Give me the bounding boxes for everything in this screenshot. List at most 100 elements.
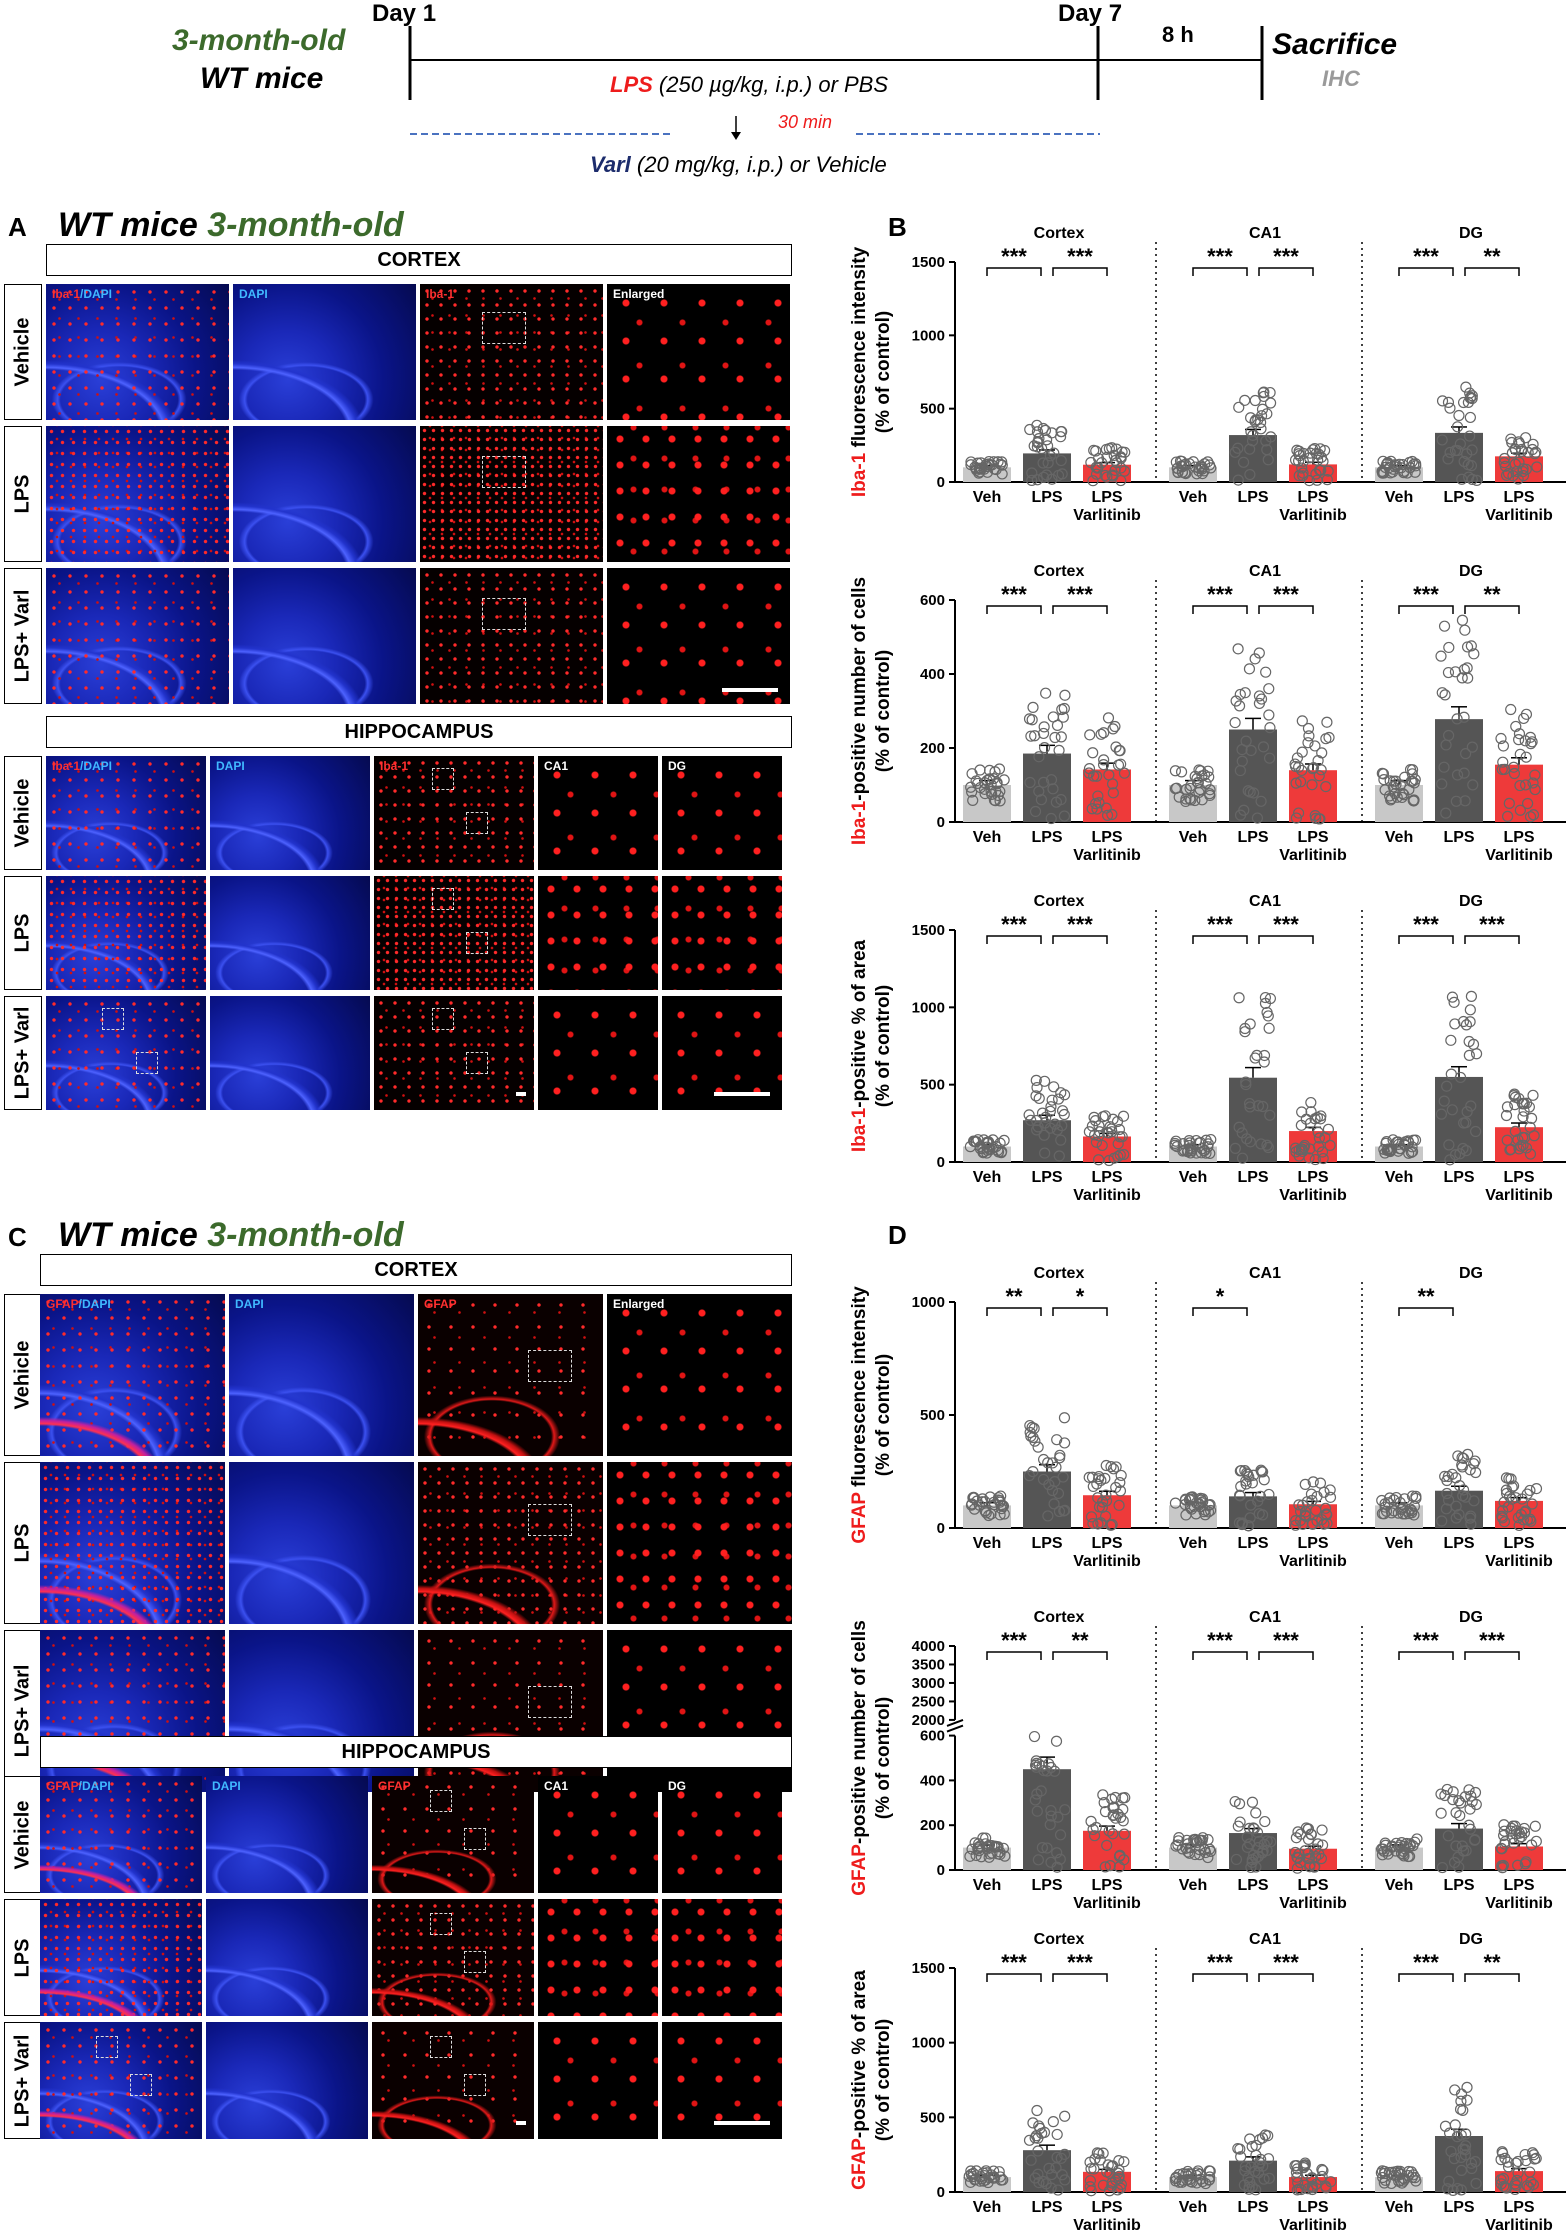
data-point bbox=[1099, 1861, 1111, 1873]
data-point bbox=[1376, 1494, 1388, 1507]
x-tick-label: Veh bbox=[1179, 489, 1207, 506]
data-point bbox=[1391, 791, 1403, 803]
data-point bbox=[1291, 2171, 1303, 2183]
data-point bbox=[1407, 1134, 1419, 1146]
data-point bbox=[1527, 1089, 1539, 1101]
data-point bbox=[1112, 1151, 1124, 1163]
data-point bbox=[1113, 2155, 1125, 2167]
data-point bbox=[1051, 1861, 1063, 1873]
data-point bbox=[1254, 2133, 1266, 2146]
data-point bbox=[1037, 422, 1049, 435]
x-tick-label: Varlitinib bbox=[1073, 847, 1141, 864]
data-point bbox=[1091, 1478, 1103, 1490]
data-point bbox=[1234, 764, 1246, 777]
y-axis-label: GFAP-positive number of cells bbox=[849, 1620, 870, 1896]
data-point bbox=[1245, 744, 1257, 757]
hippocampus-image: GFAP/DAPI bbox=[40, 1776, 202, 1893]
data-point bbox=[1252, 414, 1264, 426]
data-point bbox=[1056, 468, 1068, 480]
data-point bbox=[1246, 435, 1259, 447]
data-point bbox=[1247, 787, 1260, 799]
data-point bbox=[1190, 2169, 1203, 2182]
data-point bbox=[1105, 1123, 1118, 1135]
data-point bbox=[1059, 2174, 1071, 2186]
data-point bbox=[1515, 1140, 1527, 1152]
data-point bbox=[1202, 1141, 1214, 1153]
data-point bbox=[1292, 2176, 1304, 2189]
data-point bbox=[1193, 786, 1205, 799]
data-point bbox=[1314, 1477, 1327, 1489]
significance-label: *** bbox=[1001, 1950, 1027, 1975]
significance-bracket bbox=[986, 605, 1042, 614]
data-point bbox=[1304, 447, 1316, 459]
x-tick-label: Veh bbox=[1179, 1169, 1207, 1186]
row-label-lps-varl: LPS+ Varl bbox=[4, 568, 42, 704]
significance-label: *** bbox=[1001, 1628, 1027, 1653]
data-point bbox=[1026, 474, 1038, 486]
data-point bbox=[1055, 731, 1067, 743]
data-point bbox=[1234, 1490, 1246, 1502]
data-point bbox=[1439, 1470, 1451, 1482]
y-tick-label: 1500 bbox=[912, 922, 945, 939]
data-point bbox=[1032, 2145, 1044, 2157]
significance-bracket bbox=[1464, 1651, 1520, 1660]
y-axis-label: Iba-1-positive number of cells bbox=[849, 577, 870, 845]
scale-bar bbox=[722, 688, 778, 692]
data-point bbox=[1179, 467, 1191, 479]
image-channel-label: Iba-1/DAPI bbox=[52, 287, 113, 301]
data-point bbox=[1527, 438, 1539, 450]
data-point bbox=[1441, 1783, 1453, 1796]
y-axis-sublabel: (% of control) bbox=[873, 2019, 894, 2141]
x-tick-label: Varlitinib bbox=[1073, 2217, 1141, 2234]
data-point bbox=[1295, 2183, 1307, 2196]
data-point bbox=[1453, 1508, 1465, 1521]
hippocampus-image: Iba-1 bbox=[374, 756, 534, 870]
data-point bbox=[1289, 1519, 1302, 1531]
data-point bbox=[1048, 447, 1060, 459]
data-point bbox=[1499, 460, 1511, 472]
data-point bbox=[1459, 624, 1471, 636]
data-point bbox=[994, 1509, 1006, 1521]
y-tick-label: 1500 bbox=[912, 254, 945, 271]
x-tick-label: LPS bbox=[1503, 829, 1534, 846]
data-point bbox=[1398, 465, 1410, 477]
hippocampus-image: CA1 bbox=[538, 756, 658, 870]
data-point bbox=[1498, 1516, 1511, 1528]
data-point bbox=[1307, 1476, 1319, 1488]
data-point bbox=[1302, 737, 1314, 749]
data-point bbox=[983, 2171, 995, 2184]
data-point bbox=[1436, 1861, 1448, 1874]
significance-label: *** bbox=[1207, 1628, 1233, 1653]
data-point bbox=[1095, 728, 1107, 740]
data-point bbox=[1459, 2144, 1471, 2156]
y-axis-sublabel: (% of control) bbox=[873, 1697, 894, 1819]
data-point bbox=[1467, 779, 1479, 791]
data-point bbox=[1438, 620, 1451, 632]
hippocampus-image: DAPI bbox=[206, 1776, 368, 1893]
panel-c-title: WT mice 3-month-old bbox=[58, 1216, 404, 1255]
hippocampus-image: DG bbox=[662, 756, 782, 870]
data-point bbox=[1112, 1138, 1124, 1150]
data-point bbox=[1092, 1518, 1104, 1530]
data-point bbox=[1107, 1809, 1119, 1822]
data-point bbox=[1410, 1492, 1422, 1504]
roi-box bbox=[466, 932, 488, 954]
roi-box bbox=[96, 2036, 118, 2058]
data-point bbox=[1180, 1494, 1192, 1506]
data-point bbox=[996, 459, 1008, 471]
data-point bbox=[1520, 2155, 1532, 2167]
data-point bbox=[1093, 1470, 1105, 1483]
y-axis-label: Iba-1-positive % of area bbox=[849, 939, 870, 1152]
data-point bbox=[1296, 1106, 1308, 1118]
data-point bbox=[1410, 2175, 1422, 2187]
timeline-day1: Day 1 bbox=[372, 0, 437, 27]
data-point bbox=[1113, 2172, 1125, 2185]
data-point bbox=[1194, 1834, 1206, 1846]
data-point bbox=[1320, 780, 1332, 793]
hippocampus-image bbox=[40, 2022, 202, 2139]
data-point bbox=[1298, 447, 1310, 460]
data-point bbox=[1262, 1010, 1274, 1022]
region-title: Cortex bbox=[1034, 1265, 1085, 1282]
data-point bbox=[1455, 2129, 1467, 2141]
data-point bbox=[1058, 810, 1070, 822]
